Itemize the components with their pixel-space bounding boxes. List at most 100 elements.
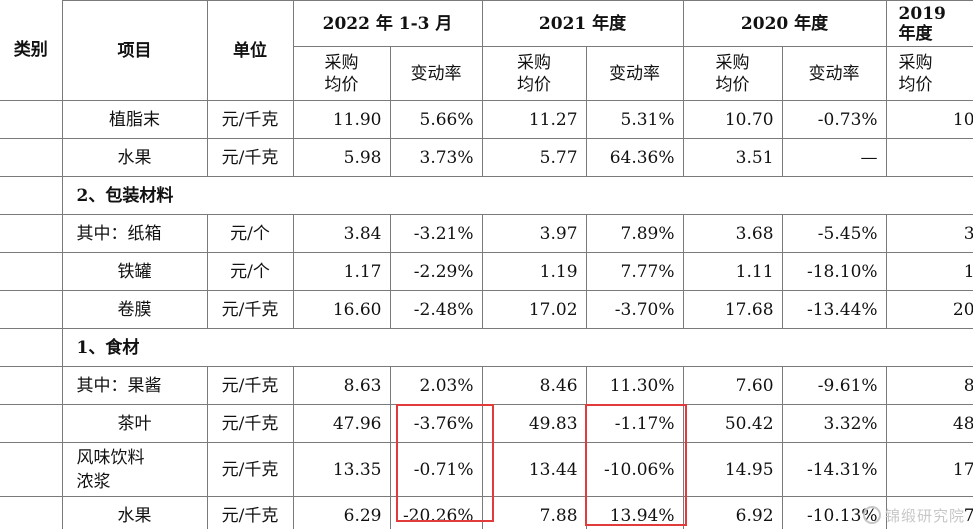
table-row: 其中：果酱元/千克8.632.03%8.4611.30%7.60-9.61%8.… — [0, 366, 973, 405]
price-header: 采购 均价 — [481, 46, 587, 101]
item-name: 植脂末 — [61, 100, 208, 139]
price-cell: 3.89 — [885, 214, 973, 253]
price-cell: 1.19 — [481, 252, 587, 291]
price-cell: 7.70 — [885, 496, 973, 529]
item-name: 铁罐 — [61, 252, 208, 291]
change-cell: -0.73% — [781, 100, 887, 139]
price-cell: 14.95 — [682, 442, 783, 497]
item-name: 其中：果酱 — [61, 366, 208, 405]
period-header-2019: 2019 年度 — [885, 0, 973, 47]
item-name: 茶叶 — [61, 404, 208, 443]
price-cell: 7.60 — [682, 366, 783, 405]
category-cell — [0, 442, 63, 497]
change-cell: -3.70% — [585, 290, 684, 329]
change-cell: -20.26% — [389, 496, 483, 529]
price-cell: 8.41 — [885, 366, 973, 405]
price-cell: 20.42 — [885, 290, 973, 329]
change-cell: 3.73% — [389, 138, 483, 177]
price-cell: 13.44 — [481, 442, 587, 497]
unit-cell: 元/个 — [206, 252, 294, 291]
unit-cell: 元/千克 — [206, 138, 294, 177]
table-row: 铁罐元/个1.17-2.29%1.197.77%1.11-18.10%1.35 — [0, 252, 973, 291]
item-name: 其中：纸箱 — [61, 214, 208, 253]
change-cell: -2.29% — [389, 252, 483, 291]
watermark-text: 锦缎研究院 — [884, 507, 965, 525]
category-cell — [0, 328, 63, 367]
unit-cell: 元/千克 — [206, 442, 294, 497]
change-cell: 7.77% — [585, 252, 684, 291]
section-row: 2、包装材料 — [0, 176, 973, 215]
price-cell: 17.68 — [682, 290, 783, 329]
unit-cell: 元/千克 — [206, 366, 294, 405]
change-cell: — — [781, 138, 887, 177]
change-cell: -0.71% — [389, 442, 483, 497]
section-row: 1、食材 — [0, 328, 973, 367]
watermark-logo-icon — [862, 506, 881, 524]
price-cell: 11.90 — [292, 100, 391, 139]
category-cell — [0, 290, 63, 329]
change-cell: 7.89% — [585, 214, 684, 253]
period-header-2021: 2021 年度 — [481, 0, 684, 47]
section-title: 2、包装材料 — [61, 176, 973, 215]
change-header: 变动率 — [585, 46, 684, 101]
change-header: 变动率 — [389, 46, 483, 101]
unit-cell: 元/千克 — [206, 404, 294, 443]
unit-header: 单位 — [206, 0, 294, 101]
watermark: 锦缎研究院 — [862, 505, 965, 526]
change-cell: -9.61% — [781, 366, 887, 405]
table-row: 水果元/千克6.29-20.26%7.8813.94%6.92-10.13%7.… — [0, 496, 973, 529]
price-header: 采购 均价 — [682, 46, 783, 101]
price-header: 采购 均价 — [292, 46, 391, 101]
category-cell — [0, 252, 63, 291]
category-header: 类别 — [0, 0, 63, 101]
price-cell: 10.70 — [682, 100, 783, 139]
price-cell: 8.46 — [481, 366, 587, 405]
price-cell: 5.98 — [292, 138, 391, 177]
change-cell: -10.06% — [585, 442, 684, 497]
price-cell: 10.78 — [885, 100, 973, 139]
price-cell: 5.77 — [481, 138, 587, 177]
change-cell: -2.48% — [389, 290, 483, 329]
category-cell — [0, 214, 63, 253]
change-cell: -5.45% — [781, 214, 887, 253]
price-cell: 48.80 — [885, 404, 973, 443]
change-cell: 5.31% — [585, 100, 684, 139]
change-cell: -14.31% — [781, 442, 887, 497]
category-cell — [0, 496, 63, 529]
category-cell — [0, 138, 63, 177]
change-cell: 5.66% — [389, 100, 483, 139]
change-cell: -18.10% — [781, 252, 887, 291]
header-row-1: 类别 项目 单位 2022 年 1-3 月 2021 年度 2020 年度 20… — [0, 0, 973, 101]
price-cell: 3.84 — [292, 214, 391, 253]
price-cell: 8.63 — [292, 366, 391, 405]
unit-cell: 元/千克 — [206, 100, 294, 139]
price-cell: — — [885, 138, 973, 177]
unit-cell: 元/个 — [206, 214, 294, 253]
item-name: 水果 — [61, 138, 208, 177]
price-cell: 6.29 — [292, 496, 391, 529]
change-cell: 11.30% — [585, 366, 684, 405]
price-cell: 17.02 — [481, 290, 587, 329]
category-cell — [0, 100, 63, 139]
change-cell: 64.36% — [585, 138, 684, 177]
change-cell: -1.17% — [585, 404, 684, 443]
unit-cell: 元/千克 — [206, 496, 294, 529]
item-name: 水果 — [61, 496, 208, 529]
item-header: 项目 — [61, 0, 208, 101]
change-cell: -13.44% — [781, 290, 887, 329]
table-row: 茶叶 元/千克 47.96 -3.76% 49.83 -1.17% 50.42 3.32% 48… — [0, 404, 973, 443]
table-row: 其中：纸箱元/个3.84-3.21%3.977.89%3.68-5.45%3.8… — [0, 214, 973, 253]
price-cell: 3.51 — [682, 138, 783, 177]
change-header: 变动率 — [781, 46, 887, 101]
category-cell — [0, 176, 63, 215]
change-cell: -3.21% — [389, 214, 483, 253]
item-name: 风味饮料 浓浆 — [61, 442, 208, 497]
table-row: 卷膜 元/千克 16.60 -2.48% 17.02 -3.70% 17.68 -13.44%… — [0, 290, 973, 329]
price-cell: 6.92 — [682, 496, 783, 529]
price-cell: 3.97 — [481, 214, 587, 253]
price-cell: 16.60 — [292, 290, 391, 329]
price-cell: 1.35 — [885, 252, 973, 291]
price-cell: 17.45 — [885, 442, 973, 497]
